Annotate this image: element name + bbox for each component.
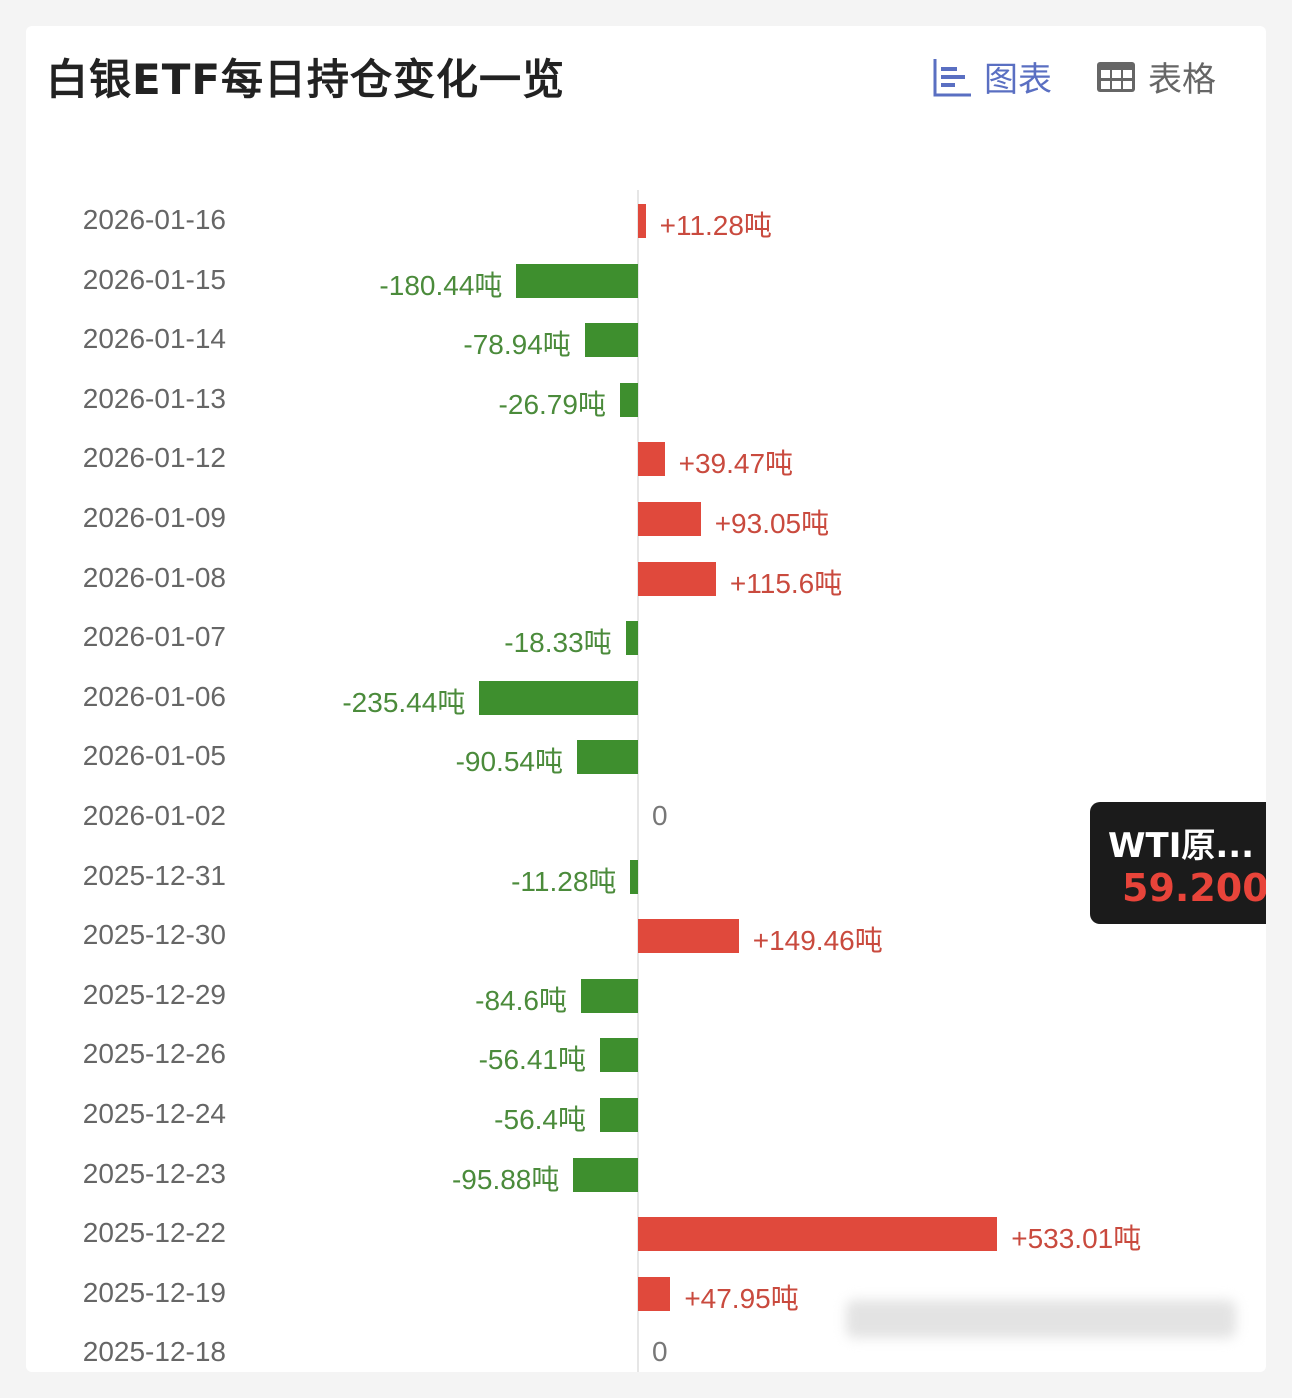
category-label: 2026-01-13 — [82, 382, 226, 414]
bar-negative[interactable] — [516, 263, 638, 298]
category-label: 2026-01-16 — [82, 204, 226, 235]
data-label: -11.28吨 — [511, 865, 617, 897]
bar-negative[interactable] — [599, 1098, 638, 1132]
bar-negative[interactable] — [576, 740, 638, 775]
ticker-value: 59.200 — [1122, 866, 1266, 910]
category-label: 2025-12-22 — [82, 1217, 226, 1249]
category-label: 2026-01-02 — [82, 800, 226, 831]
data-label: 0 — [652, 800, 668, 831]
data-label: +93.05吨 — [714, 508, 830, 539]
category-label: 2026-01-12 — [82, 442, 226, 474]
bar-negative[interactable] — [625, 621, 638, 656]
data-label: +533.01吨 — [1011, 1223, 1142, 1255]
data-label: -235.44吨 — [342, 686, 466, 718]
bar-negative[interactable] — [584, 323, 638, 358]
data-label: -95.88吨 — [451, 1163, 560, 1195]
bar-negative[interactable] — [573, 1157, 638, 1192]
tab-chart[interactable]: 图表 — [932, 52, 1052, 101]
bar-negative[interactable] — [479, 680, 638, 715]
bar-positive[interactable] — [638, 1217, 998, 1252]
data-label: -56.4吨 — [494, 1104, 586, 1135]
category-label: 2026-01-05 — [82, 740, 226, 772]
price-ticker[interactable]: WTI原... 59.200 — [1090, 802, 1266, 924]
data-label: 0 — [652, 1336, 668, 1368]
category-label: 2025-12-19 — [82, 1276, 226, 1308]
data-label: +47.95吨 — [684, 1282, 799, 1314]
bar-positive[interactable] — [638, 442, 665, 477]
bar-chart-icon — [933, 58, 971, 96]
category-label: 2026-01-06 — [82, 680, 226, 712]
tab-table-label: 表格 — [1148, 60, 1216, 100]
category-label: 2026-01-15 — [82, 263, 226, 295]
bar-positive[interactable] — [638, 1276, 671, 1311]
bar-negative[interactable] — [619, 382, 638, 417]
tab-table[interactable]: 表格 — [1096, 52, 1216, 101]
category-label: 2025-12-29 — [82, 978, 226, 1010]
blurred-region — [846, 1300, 1236, 1338]
data-label: -180.44吨 — [379, 269, 503, 301]
category-label: 2025-12-26 — [82, 1038, 226, 1070]
category-label: 2025-12-31 — [82, 859, 226, 891]
bar-positive[interactable] — [638, 204, 646, 238]
category-label: 2025-12-18 — [82, 1336, 226, 1368]
bar-positive[interactable] — [638, 561, 716, 596]
zero-axis-line — [637, 190, 639, 1372]
data-label: -84.6吨 — [475, 984, 567, 1016]
data-label: +115.6吨 — [729, 567, 843, 599]
data-label: +149.46吨 — [752, 925, 883, 957]
tab-chart-label: 图表 — [984, 60, 1052, 100]
bar-negative[interactable] — [630, 859, 638, 894]
category-label: 2025-12-23 — [82, 1157, 226, 1189]
bar-positive[interactable] — [638, 502, 701, 536]
data-label: -90.54吨 — [455, 746, 563, 778]
category-label: 2026-01-08 — [82, 561, 226, 593]
chart-card: 白银ETF每日持仓变化一览 图表 表格 2026-01-16 +11.28吨 202… — [26, 26, 1266, 1372]
data-label: -26.79吨 — [498, 388, 606, 420]
data-label: -18.33吨 — [504, 627, 612, 659]
category-label: 2026-01-09 — [82, 502, 226, 533]
bar-negative[interactable] — [599, 1038, 638, 1073]
category-label: 2025-12-30 — [82, 919, 226, 951]
data-label: -56.41吨 — [478, 1044, 586, 1076]
data-label: +39.47吨 — [678, 448, 794, 480]
data-label: +11.28吨 — [659, 210, 772, 241]
page-title: 白银ETF每日持仓变化一览 — [46, 55, 566, 104]
category-label: 2025-12-24 — [82, 1098, 226, 1129]
category-label: 2026-01-14 — [82, 323, 226, 355]
data-label: -78.94吨 — [463, 329, 571, 361]
category-label: 2026-01-07 — [82, 621, 226, 653]
table-icon — [1097, 61, 1135, 92]
bar-positive[interactable] — [638, 919, 739, 954]
ticker-name: WTI原... — [1108, 826, 1255, 866]
bar-negative[interactable] — [580, 978, 638, 1013]
